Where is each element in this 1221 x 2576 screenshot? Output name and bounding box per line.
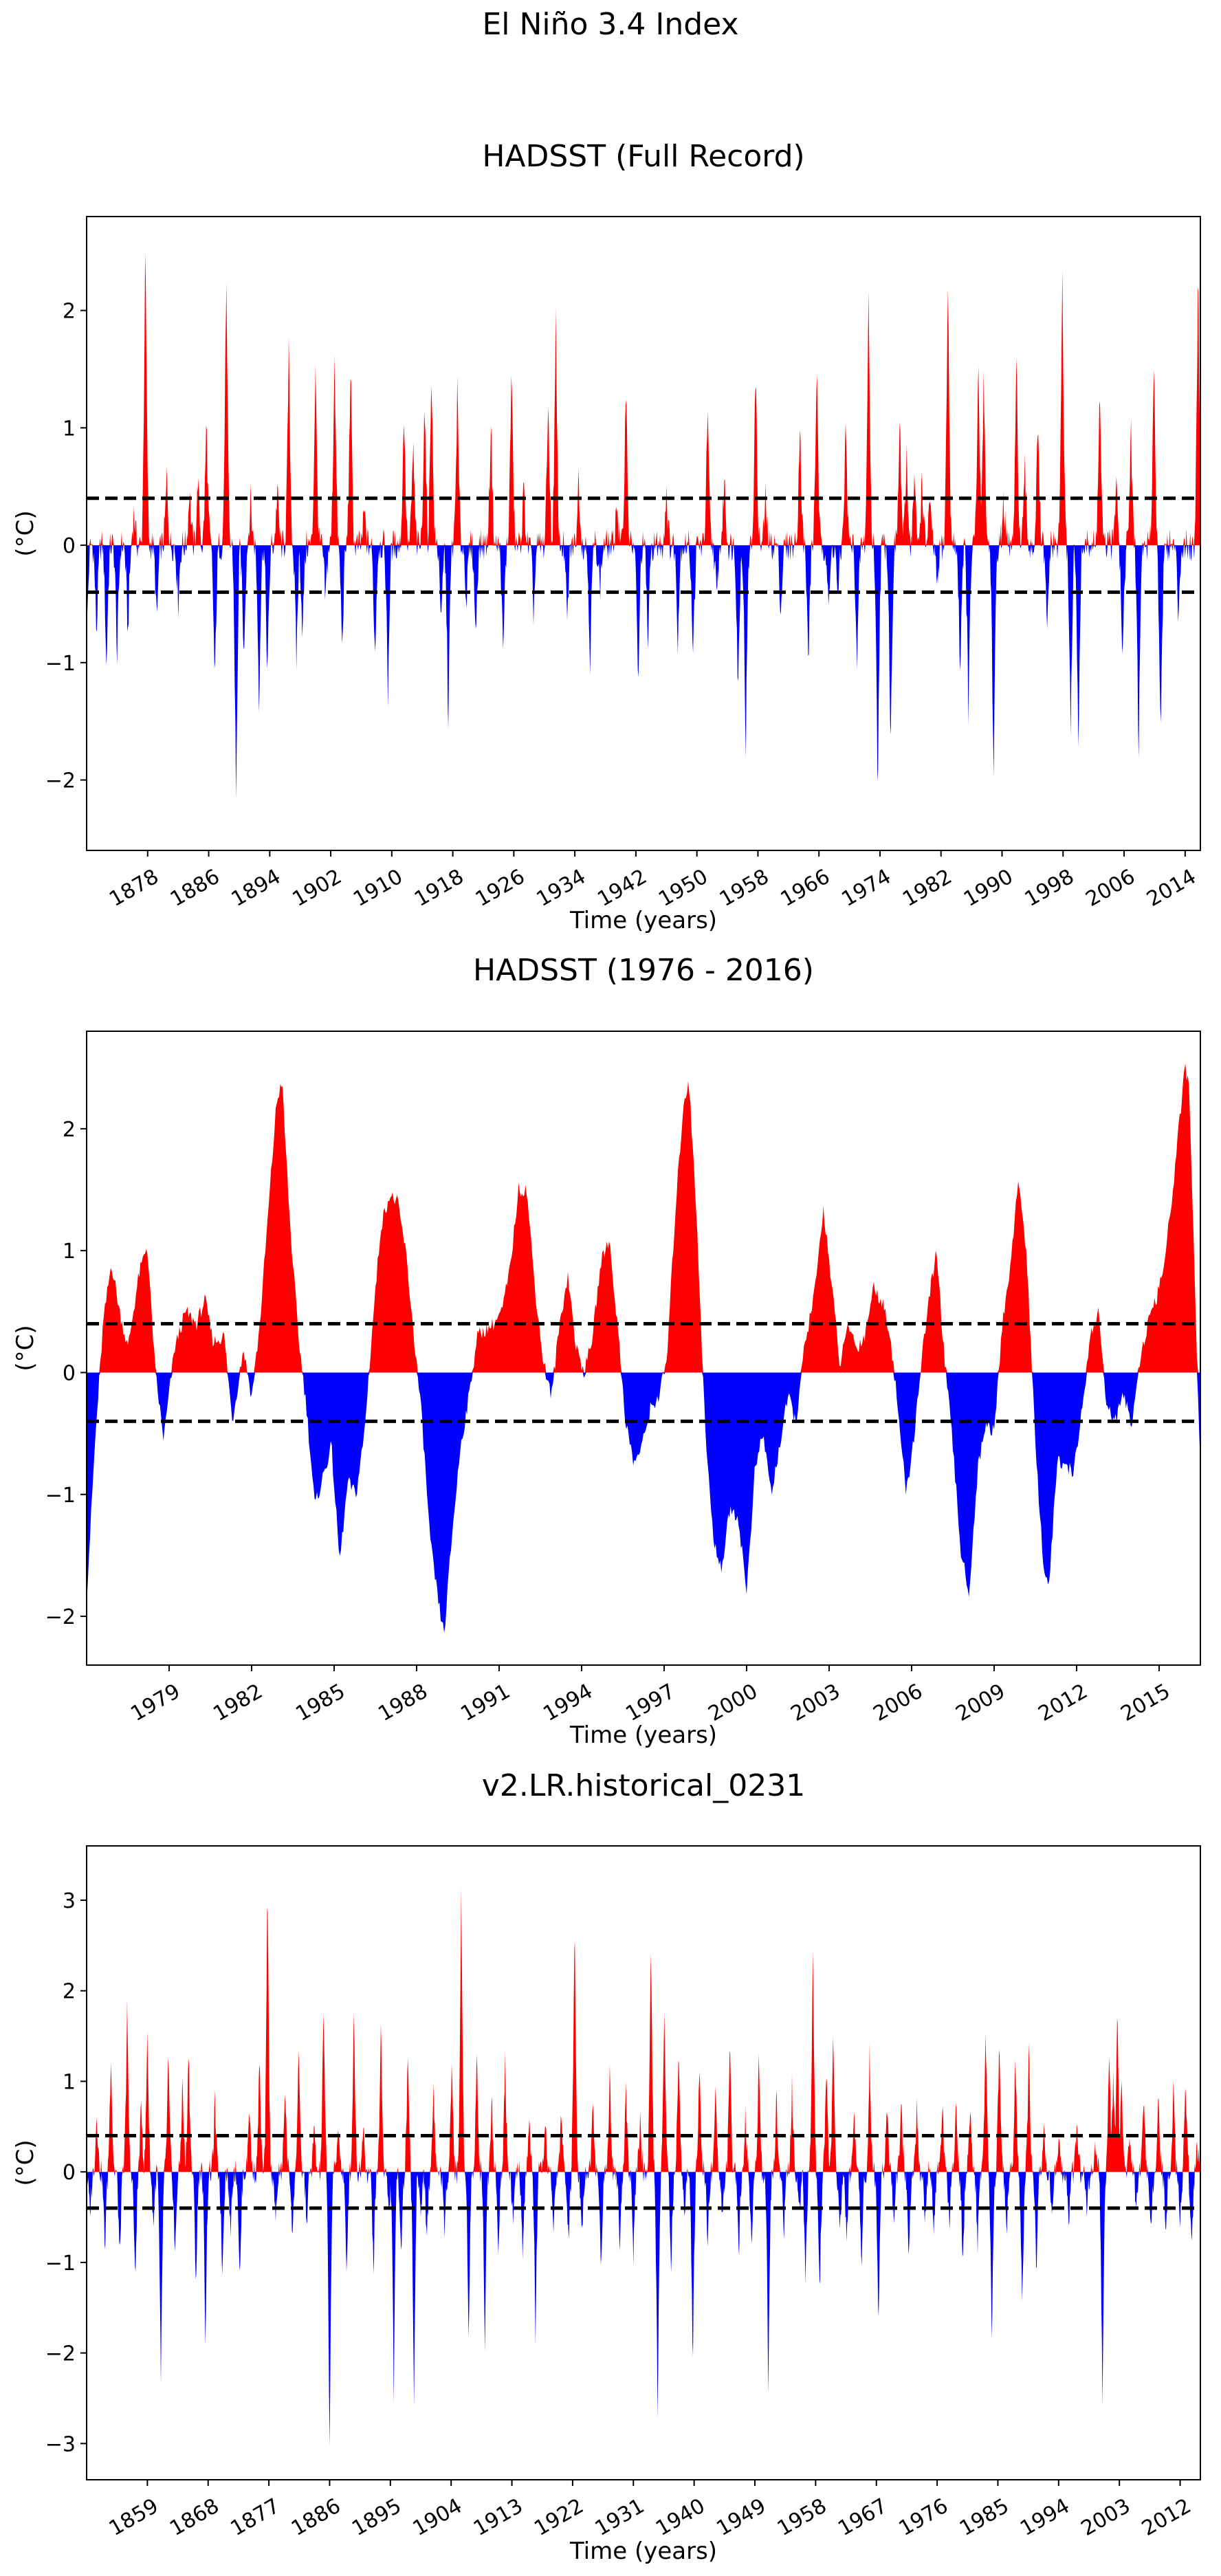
y-tick-label: 0 [63,534,76,558]
x-tick-label: 1950 [654,865,712,912]
x-tick-label: 1991 [456,1680,514,1726]
x-tick-label: 1926 [472,865,529,912]
x-tick-label: 1922 [530,2494,588,2541]
y-tick-label: 1 [63,417,76,441]
y-tick-label: −2 [45,2342,76,2366]
x-tick-label: 2012 [1034,1680,1092,1726]
y-tick-label: −1 [45,2252,76,2276]
y-tick-label: −2 [45,769,76,793]
axes-frame [86,1031,1201,1666]
y-axis-label: (°C) [12,510,39,556]
negative-anomaly-area [87,545,1200,800]
y-tick-label: 0 [63,1361,76,1385]
x-tick-label: 1877 [226,2494,284,2541]
y-tick-label: −1 [45,652,76,676]
y-tick-label: −2 [45,1605,76,1629]
x-tick-label: 1982 [899,865,956,912]
chart-title: v2.LR.historical_0231 [482,1768,805,1803]
x-tick-label: 1985 [292,1680,349,1726]
x-tick-label: 1910 [349,865,407,912]
x-tick-label: 1998 [1021,865,1079,912]
x-tick-label: 1931 [591,2494,649,2541]
axes-frame [86,216,1201,851]
panel-v2-lr-historical: v2.LR.historical_0231 −3 −2 −1 0 1 2 3 1859 1868… [12,1768,1201,2565]
x-tick-label: 1902 [288,865,346,912]
positive-anomaly-area [87,1888,1200,2172]
x-tick-label: 1958 [773,2494,831,2541]
positive-anomaly-area [87,253,1200,546]
x-tick-label: 1904 [409,2494,467,2541]
x-tick-label: 1942 [593,865,651,912]
y-tick-label: 2 [63,1118,76,1142]
x-tick-label: 1868 [166,2494,223,2541]
x-axis-label: Time (years) [569,907,717,934]
x-axis-label: Time (years) [569,2538,717,2565]
x-tick-label: 2000 [704,1680,762,1726]
y-tick-label: 2 [63,1980,76,2004]
plot-area [87,1888,1200,2447]
x-tick-label: 1994 [539,1680,597,1726]
x-tick-label: 1967 [834,2494,892,2541]
x-tick-label: 2014 [1143,865,1200,912]
plot-area [87,1064,1200,1633]
y-tick-label: 0 [63,2161,76,2185]
x-tick-label: 1886 [287,2494,345,2541]
x-tick-label: 1979 [126,1680,184,1726]
x-tick-label: 2015 [1116,1680,1174,1726]
x-tick-label: 1895 [348,2494,406,2541]
x-tick-label: 1966 [777,865,835,912]
x-tick-label: 1918 [410,865,468,912]
chart-title: HADSST (1976 - 2016) [473,953,814,988]
y-tick-label: 2 [63,300,76,324]
x-tick-label: 2003 [786,1680,844,1726]
panel-1976-2016: HADSST (1976 - 2016) −2 −1 0 1 2 1979 1982 1985… [12,953,1201,1749]
x-tick-label: 2012 [1138,2494,1196,2541]
y-axis-label: (°C) [12,1325,39,1371]
negative-anomaly-area [87,2172,1200,2447]
x-tick-label: 1994 [1016,2494,1074,2541]
y-axis-label: (°C) [12,2139,39,2186]
x-tick-label: 1894 [228,865,285,912]
y-tick-label: −3 [45,2432,76,2456]
x-tick-label: 1940 [652,2494,710,2541]
x-tick-label: 1988 [374,1680,432,1726]
y-tick-label: 3 [63,1889,76,1913]
plot-area [87,253,1200,800]
y-tick-label: 1 [63,2070,76,2094]
x-tick-label: 1878 [105,865,163,912]
x-tick-label: 1859 [105,2494,163,2541]
x-tick-label: 2009 [952,1680,1009,1726]
x-tick-label: 1886 [166,865,224,912]
panel-full-record: HADSST (Full Record) −2 −1 0 1 2 1878 1886 1894… [12,139,1201,934]
chart-title: HADSST (Full Record) [482,139,804,174]
x-tick-label: 1913 [470,2494,527,2541]
x-tick-label: 1985 [956,2494,1013,2541]
x-tick-label: 2006 [869,1680,927,1726]
x-tick-label: 1949 [712,2494,770,2541]
positive-anomaly-area [87,1064,1200,1373]
x-tick-label: 1997 [622,1680,679,1726]
x-tick-label: 1990 [960,865,1018,912]
negative-anomaly-area [87,1372,1200,1633]
y-tick-label: −1 [45,1484,76,1508]
axes-frame [86,1845,1201,2480]
x-tick-label: 1982 [209,1680,267,1726]
x-tick-label: 2006 [1081,865,1139,912]
x-tick-label: 2003 [1077,2494,1135,2541]
figure-suptitle: El Niño 3.4 Index [482,7,739,42]
x-tick-label: 1976 [894,2494,952,2541]
x-tick-label: 1934 [532,865,590,912]
x-tick-label: 1958 [716,865,773,912]
x-axis-label: Time (years) [569,1721,717,1749]
x-tick-label: 1974 [837,865,895,912]
y-tick-label: 1 [63,1240,76,1264]
